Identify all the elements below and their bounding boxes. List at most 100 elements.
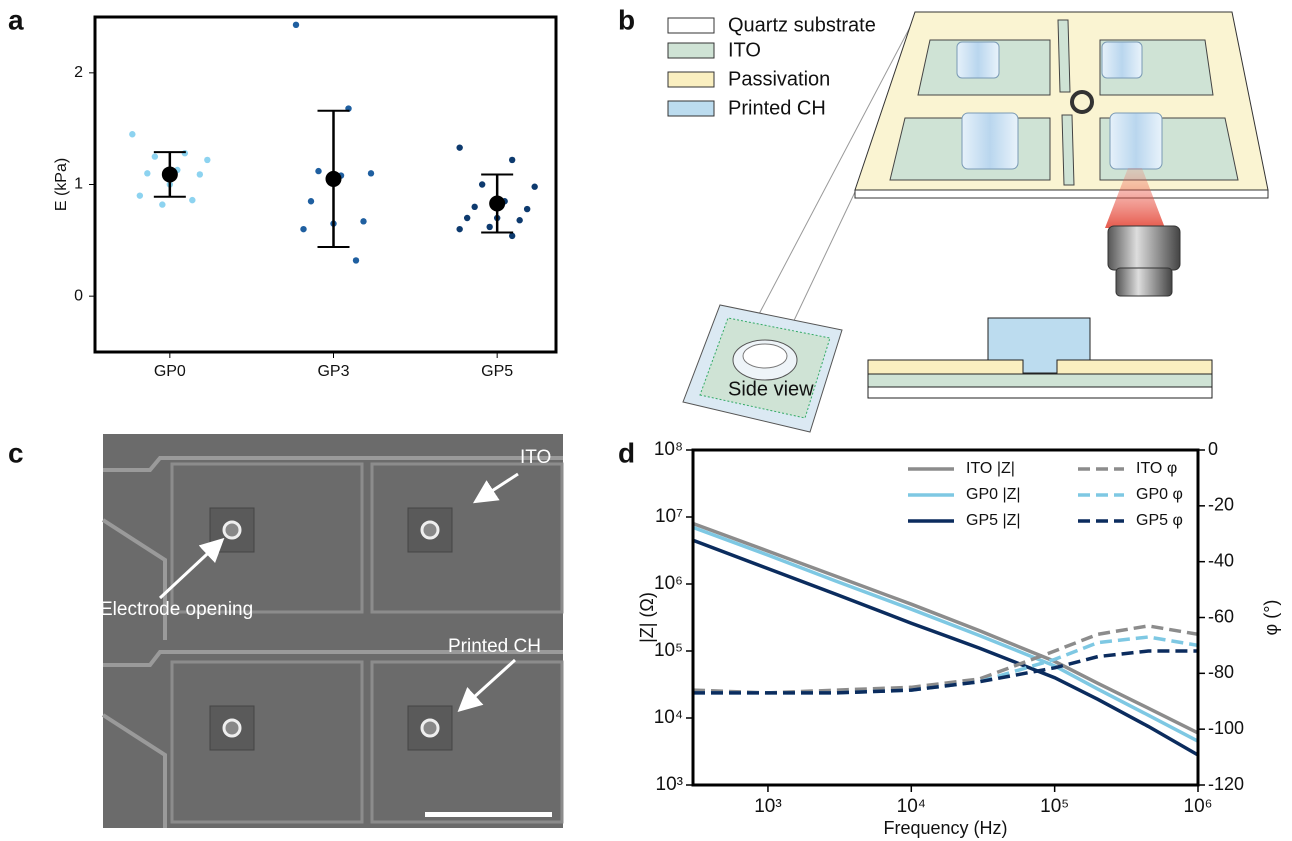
plot-frame [95,17,556,352]
chip-well [743,344,787,368]
y-axis-label: E (kPa) [53,158,70,211]
x-tick-label: 10⁵ [1040,796,1069,817]
y2-tick-label: -40 [1208,550,1234,570]
y-tick-label: 10⁶ [654,573,683,594]
data-point [471,204,477,210]
y-tick-label: 1 [74,176,83,193]
y2-tick-label: -80 [1208,662,1234,682]
legend-swatch [668,18,714,33]
x-axis-label: Frequency (Hz) [883,818,1007,838]
legend-label: Quartz substrate [728,14,876,36]
side-view-label: Side view [728,378,814,400]
objective [1116,268,1172,296]
objective [1108,226,1180,270]
data-point [456,226,462,232]
y2-tick-label: -60 [1208,606,1234,626]
data-point [486,224,492,230]
data-point [204,157,210,163]
series-line [693,540,1198,755]
sem-ring [422,522,438,538]
trace [1062,115,1074,185]
y-tick-label: 10⁸ [654,439,683,460]
legend-label: ITO |Z| [966,460,1015,477]
data-point [479,181,485,187]
legend-label: GP0 |Z| [966,486,1021,503]
data-point [152,153,158,159]
sem-ring [224,522,240,538]
sem-ring [422,720,438,736]
mean-marker [326,171,342,187]
data-point [144,170,150,176]
hydrogel [962,113,1018,169]
hydrogel [1110,113,1162,169]
x-tick-label: 10⁶ [1184,796,1213,817]
scale-bar [425,812,552,817]
legend-label: GP0 φ [1136,486,1183,503]
data-point [300,226,306,232]
side-passivation [868,360,1023,374]
data-point [353,257,359,263]
legend-label: Printed CH [728,97,826,119]
board-edge [855,190,1268,198]
data-point [182,150,188,156]
y2-tick-label: -100 [1208,718,1244,738]
image-label: Printed CH [448,636,541,657]
data-point [524,206,530,212]
x-tick-label: GP5 [481,363,513,380]
side-ito [868,374,1212,387]
x-tick-label: 10⁴ [897,796,926,817]
y2-tick-label: -120 [1208,774,1244,794]
y-tick-label: 10⁵ [654,640,683,661]
series-line [693,651,1198,693]
data-point [197,171,203,177]
legend-label: ITO φ [1136,460,1177,477]
hydrogel [957,42,999,78]
legend-label: ITO [728,39,761,61]
data-point [516,217,522,223]
y-tick-label: 10³ [656,774,683,795]
panel-letter: d [618,437,635,468]
sem-ring [224,720,240,736]
data-point [509,157,515,163]
side-passivation [1057,360,1212,374]
data-point [456,144,462,150]
y-axis-label: |Z| (Ω) [637,592,657,643]
data-point [464,215,470,221]
mean-marker [162,166,178,182]
y-tick-label: 2 [74,64,83,81]
data-point [137,192,143,198]
mean-marker [489,195,505,211]
data-point [315,168,321,174]
y-tick-label: 10⁷ [655,506,683,527]
x-tick-label: 10³ [754,796,781,817]
hydrogel [1102,42,1142,78]
image-label: ITO [520,447,551,468]
data-point [159,201,165,207]
data-point [509,233,515,239]
schematic: Quartz substrate ITO Passivation Printed… [668,12,1268,432]
y-tick-label: 0 [74,287,83,304]
figure: a b c d Quartz substrate ITO Passivation… [0,0,1292,841]
legend-swatch [668,43,714,58]
micrograph: ITO Electrode opening Printed CH [100,434,563,828]
data-point [368,170,374,176]
y-tick-label: 10⁴ [654,707,683,728]
x-tick-label: GP3 [317,363,349,380]
x-tick-label: GP0 [154,363,186,380]
panel-letter: c [8,437,24,468]
y2-axis-label: φ (°) [1261,600,1281,636]
data-point [129,131,135,137]
y2-tick-label: 0 [1208,439,1218,459]
image-label: Electrode opening [100,599,253,620]
data-point [293,22,299,28]
side-substrate [868,387,1212,398]
legend-label: GP5 |Z| [966,512,1021,529]
legend-swatch [668,101,714,116]
legend-swatch [668,72,714,87]
panel-letter: a [8,4,24,35]
data-point [360,218,366,224]
data-point [308,198,314,204]
trace [1058,20,1070,92]
data-point [531,184,537,190]
legend-label: Passivation [728,68,830,90]
